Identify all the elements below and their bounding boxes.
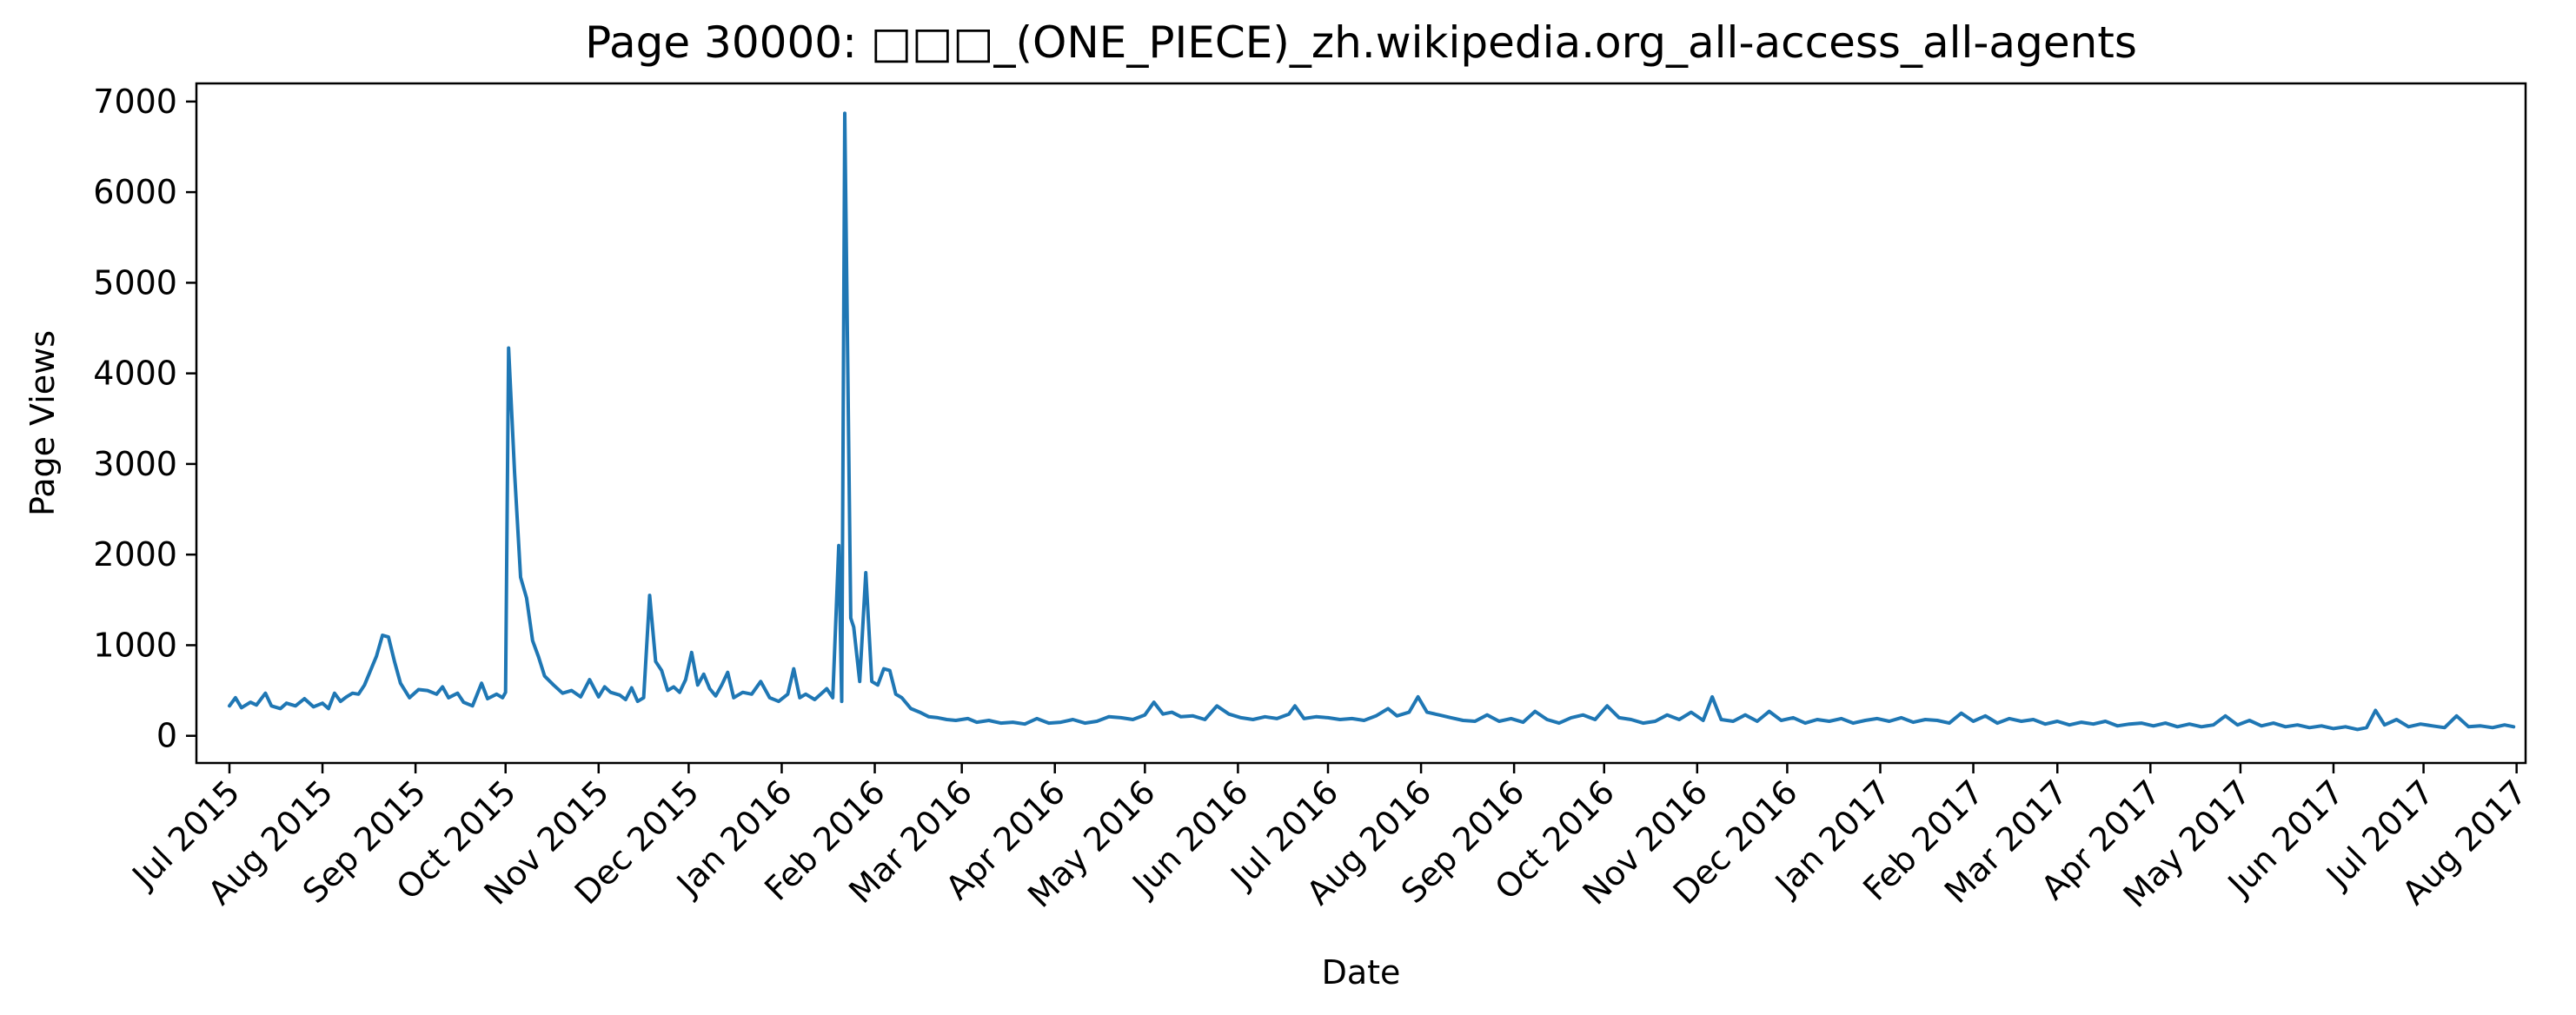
x-axis-label: Date xyxy=(1322,953,1401,992)
y-tick-label: 4000 xyxy=(93,355,177,393)
y-tick-label: 2000 xyxy=(93,535,177,574)
y-tick-label: 1000 xyxy=(93,626,177,664)
y-tick-label: 3000 xyxy=(93,445,177,483)
plot-frame xyxy=(195,82,2527,765)
y-axis-label: Page Views xyxy=(23,330,62,516)
plot-area xyxy=(228,111,2516,732)
chart-title: Page 30000: □□□_(ONE_PIECE)_zh.wikipedia… xyxy=(585,17,2137,68)
y-tick-label: 0 xyxy=(156,717,177,755)
y-tick-label: 5000 xyxy=(93,263,177,302)
y-tick-label: 6000 xyxy=(93,173,177,211)
series-line xyxy=(228,111,2516,732)
y-axis-ticks: 0 1000 2000 3000 4000 5000 6000 7000 xyxy=(93,83,196,755)
y-tick-label: 7000 xyxy=(93,83,177,121)
